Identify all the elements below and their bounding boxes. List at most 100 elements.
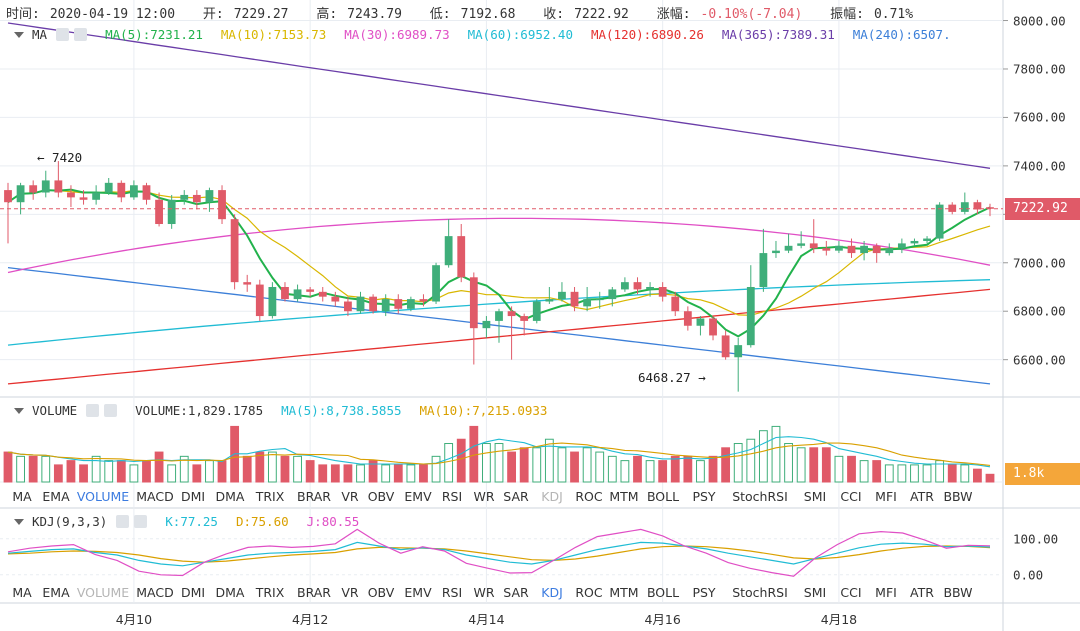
tab-trix[interactable]: TRIX [255,489,285,504]
tab-dmi[interactable]: DMI [180,489,206,504]
kdj-values: K:77.25 D:75.60 J:80.55 [147,514,359,529]
candle-body [646,286,654,290]
kdj-tick-label: 100.00 [1013,531,1059,547]
candle-body [507,311,516,317]
tab-smi[interactable]: SMI [803,489,827,504]
tab-ma[interactable]: MA [12,585,32,600]
candle-body [306,289,315,292]
candle-body [620,282,629,290]
tab-dma[interactable]: DMA [215,489,245,504]
tab-rsi[interactable]: RSI [441,489,463,504]
price-tick-label: 6600.00 [1013,352,1066,368]
tab-sar[interactable]: SAR [503,489,529,504]
tab-bbw[interactable]: BBW [943,489,973,504]
candle-body [469,277,478,329]
tab-psy[interactable]: PSY [692,489,716,504]
candle-body [54,180,63,193]
change-value: -0.10%(-7.04) [700,7,803,22]
low-annotation: 6468.27 → [638,370,706,385]
tab-cci[interactable]: CCI [840,585,862,600]
volume-ma10-line [7,442,991,466]
candle-body [570,291,579,307]
tab-mfi[interactable]: MFI [875,585,897,600]
volume-bar [746,438,756,483]
high-label: 高: [316,7,338,22]
tab-bbw[interactable]: BBW [943,585,973,600]
tab-boll[interactable]: BOLL [646,489,680,504]
tab-brar[interactable]: BRAR [297,489,331,504]
tab-vr[interactable]: VR [341,489,359,504]
candle-body [205,190,214,203]
volume-bar [3,451,13,483]
tab-trix[interactable]: TRIX [255,585,285,600]
tab-rsi[interactable]: RSI [441,585,463,600]
settings-icon[interactable] [56,28,70,41]
tab-emv[interactable]: EMV [404,585,432,600]
tab-atr[interactable]: ATR [910,585,934,600]
tab-vr[interactable]: VR [341,585,359,600]
tab-mfi[interactable]: MFI [875,489,897,504]
candle-body [759,253,768,287]
tab-boll[interactable]: BOLL [646,585,680,600]
volume-bar [66,460,76,483]
close-icon[interactable] [74,28,88,41]
settings-icon[interactable] [86,404,100,417]
candle-body [797,243,806,246]
candle-body [482,320,491,329]
tab-ema[interactable]: EMA [42,585,70,600]
collapse-chevron-icon[interactable] [14,518,24,525]
tab-sar[interactable]: SAR [503,585,529,600]
candle-body [633,282,642,290]
tab-smi[interactable]: SMI [803,585,827,600]
tab-macd[interactable]: MACD [136,489,174,504]
volume-bar [670,455,680,483]
tab-emv[interactable]: EMV [404,489,432,504]
volume-bar [444,443,454,483]
close-icon[interactable] [134,515,148,528]
tab-volume[interactable]: VOLUME [76,585,130,600]
volume-bar [683,455,693,483]
tab-macd[interactable]: MACD [136,585,174,600]
tab-roc[interactable]: ROC [575,489,603,504]
tab-wr[interactable]: WR [473,585,495,600]
candle-body [444,236,453,266]
tab-atr[interactable]: ATR [910,489,934,504]
tab-ma[interactable]: MA [12,489,32,504]
volume-bar [910,464,919,483]
tab-kdj[interactable]: KDJ [541,585,563,600]
tab-dmi[interactable]: DMI [180,585,206,600]
tab-stochrsi[interactable]: StochRSI [732,489,788,504]
settings-icon[interactable] [116,515,130,528]
volume-bar [116,460,126,483]
ma-legend-item: MA(10):7153.73 [220,27,327,42]
ma-legend-item: MA(60):6952.40 [467,27,573,42]
close-icon[interactable] [104,404,118,417]
candle-body [381,299,390,312]
candle-body [104,182,113,193]
ma-values: MA(5):7231.21 MA(10):7153.73 MA(30):6989.7… [87,27,951,42]
candle-body [885,248,894,254]
tab-volume[interactable]: VOLUME [76,489,130,504]
tab-brar[interactable]: BRAR [297,585,331,600]
low-value: 7192.68 [460,7,516,22]
tab-mtm[interactable]: MTM [609,585,639,600]
tab-cci[interactable]: CCI [840,489,862,504]
tab-stochrsi[interactable]: StochRSI [732,585,788,600]
kdj-tick-label: 0.00 [1013,567,1044,583]
candle-body [293,289,302,300]
volume-bar [494,443,504,483]
volume-bar [280,455,290,483]
tab-obv[interactable]: OBV [367,585,395,600]
tab-roc[interactable]: ROC [575,585,603,600]
tab-dma[interactable]: DMA [215,585,245,600]
tab-kdj[interactable]: KDJ [541,489,563,504]
tab-wr[interactable]: WR [473,489,495,504]
kdj-d-line [7,545,991,563]
tab-obv[interactable]: OBV [367,489,395,504]
collapse-chevron-icon[interactable] [14,407,24,414]
tab-mtm[interactable]: MTM [609,489,639,504]
tab-ema[interactable]: EMA [42,489,70,504]
collapse-chevron-icon[interactable] [14,31,24,38]
tab-psy[interactable]: PSY [692,585,716,600]
